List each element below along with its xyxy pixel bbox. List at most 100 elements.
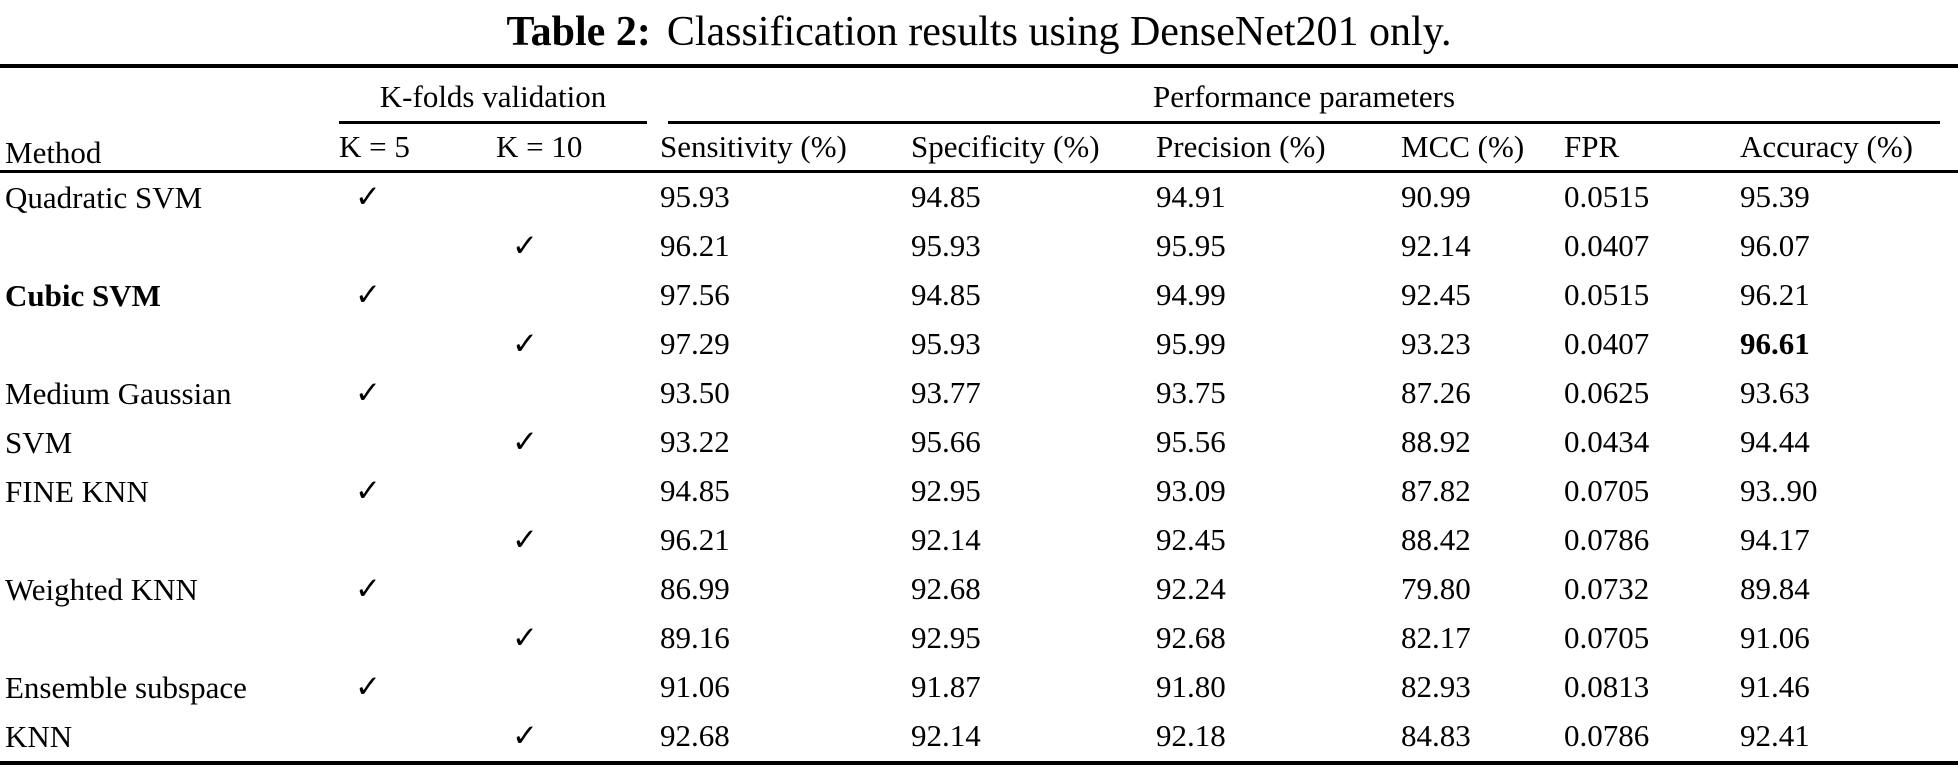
cell-sensitivity: 96.21 xyxy=(660,522,730,558)
table-caption: Table 2: Classification results using De… xyxy=(0,0,1958,64)
k5-checkmark xyxy=(334,320,491,369)
table-row: Medium Gaussian SVM ✓ 93.50 93.77 93.75 … xyxy=(0,369,1958,460)
k10-checkmark xyxy=(491,565,655,614)
cell-sensitivity: 97.56 xyxy=(660,277,730,313)
k5-checkmark xyxy=(334,222,491,271)
k10-checkmark: ✓ xyxy=(512,326,538,362)
method-cell: Cubic SVM xyxy=(5,278,161,313)
k5-checkmark: ✓ xyxy=(355,179,381,215)
accuracy-column-header: Accuracy (%) xyxy=(1735,124,1958,173)
cell-sensitivity: 93.50 xyxy=(660,375,730,411)
cell-sensitivity: 92.68 xyxy=(660,718,730,754)
cell-precision: 91.80 xyxy=(1156,669,1226,705)
cell-specificity: 95.66 xyxy=(911,424,981,460)
cell-fpr: 0.0515 xyxy=(1564,179,1650,215)
performance-group-header: Performance parameters xyxy=(668,79,1940,124)
k10-checkmark: ✓ xyxy=(512,718,538,754)
k5-checkmark: ✓ xyxy=(355,571,381,607)
cell-specificity: 91.87 xyxy=(911,669,981,705)
method-column-header: Method xyxy=(0,66,334,173)
cell-fpr: 0.0407 xyxy=(1564,228,1650,264)
k5-checkmark xyxy=(334,516,491,565)
table-row: ✓ 93.22 95.66 95.56 88.92 0.0434 94.44 xyxy=(0,418,1958,467)
sensitivity-column-header: Sensitivity (%) xyxy=(655,124,906,173)
k10-checkmark xyxy=(491,369,655,418)
cell-mcc: 87.82 xyxy=(1401,473,1471,509)
cell-specificity: 95.93 xyxy=(911,228,981,264)
cell-precision: 93.75 xyxy=(1156,375,1226,411)
table-row: Quadratic SVM ✓ 95.93 94.85 94.91 90.99 … xyxy=(0,172,1958,223)
cell-precision: 95.95 xyxy=(1156,228,1226,264)
cell-precision: 94.99 xyxy=(1156,277,1226,313)
k10-column-header: K = 10 xyxy=(491,124,655,173)
cell-mcc: 92.14 xyxy=(1401,228,1471,264)
cell-accuracy: 94.17 xyxy=(1740,522,1810,558)
k10-checkmark: ✓ xyxy=(512,424,538,460)
specificity-column-header: Specificity (%) xyxy=(906,124,1151,173)
header-sub-row: K = 5 K = 10 Sensitivity (%) Specificity… xyxy=(0,124,1958,173)
cell-precision: 93.09 xyxy=(1156,473,1226,509)
cell-sensitivity: 86.99 xyxy=(660,571,730,607)
cell-mcc: 88.42 xyxy=(1401,522,1471,558)
k5-checkmark xyxy=(334,712,491,763)
method-cell: Medium Gaussian SVM xyxy=(5,376,232,460)
cell-fpr: 0.0407 xyxy=(1564,326,1650,362)
cell-mcc: 88.92 xyxy=(1401,424,1471,460)
cell-fpr: 0.0705 xyxy=(1564,473,1650,509)
cell-specificity: 92.68 xyxy=(911,571,981,607)
cell-accuracy: 91.46 xyxy=(1740,669,1810,705)
cell-specificity: 92.95 xyxy=(911,620,981,656)
table-row: ✓ 92.68 92.14 92.18 84.83 0.0786 92.41 xyxy=(0,712,1958,763)
cell-accuracy: 92.41 xyxy=(1740,718,1810,754)
cell-accuracy: 93.63 xyxy=(1740,375,1810,411)
k5-checkmark: ✓ xyxy=(355,473,381,509)
cell-sensitivity: 96.21 xyxy=(660,228,730,264)
cell-specificity: 93.77 xyxy=(911,375,981,411)
cell-accuracy: 96.61 xyxy=(1740,326,1810,362)
cell-accuracy: 89.84 xyxy=(1740,571,1810,607)
precision-column-header: Precision (%) xyxy=(1151,124,1396,173)
cell-mcc: 90.99 xyxy=(1401,179,1471,215)
cell-sensitivity: 89.16 xyxy=(660,620,730,656)
k5-checkmark: ✓ xyxy=(355,277,381,313)
k10-checkmark xyxy=(491,172,655,223)
kfolds-group-header-cell: K-folds validation xyxy=(334,66,655,124)
k5-checkmark xyxy=(334,614,491,663)
cell-precision: 95.99 xyxy=(1156,326,1226,362)
performance-group-header-cell: Performance parameters xyxy=(655,66,1958,124)
cell-specificity: 92.95 xyxy=(911,473,981,509)
k5-column-header: K = 5 xyxy=(334,124,491,173)
cell-mcc: 82.17 xyxy=(1401,620,1471,656)
cell-specificity: 92.14 xyxy=(911,718,981,754)
cell-fpr: 0.0786 xyxy=(1564,522,1650,558)
cell-accuracy: 93..90 xyxy=(1740,473,1818,509)
cell-specificity: 92.14 xyxy=(911,522,981,558)
cell-precision: 92.18 xyxy=(1156,718,1226,754)
k5-checkmark xyxy=(334,418,491,467)
k10-checkmark xyxy=(491,271,655,320)
cell-specificity: 95.93 xyxy=(911,326,981,362)
k10-checkmark: ✓ xyxy=(512,228,538,264)
cell-sensitivity: 94.85 xyxy=(660,473,730,509)
table-row: FINE KNN ✓ 94.85 92.95 93.09 87.82 0.070… xyxy=(0,467,1958,516)
cell-accuracy: 94.44 xyxy=(1740,424,1810,460)
cell-accuracy: 95.39 xyxy=(1740,179,1810,215)
cell-fpr: 0.0515 xyxy=(1564,277,1650,313)
cell-fpr: 0.0732 xyxy=(1564,571,1650,607)
table-row: ✓ 96.21 95.93 95.95 92.14 0.0407 96.07 xyxy=(0,222,1958,271)
cell-mcc: 93.23 xyxy=(1401,326,1471,362)
cell-precision: 92.24 xyxy=(1156,571,1226,607)
method-cell: Quadratic SVM xyxy=(5,180,203,215)
cell-sensitivity: 91.06 xyxy=(660,669,730,705)
cell-sensitivity: 93.22 xyxy=(660,424,730,460)
table-row: ✓ 89.16 92.95 92.68 82.17 0.0705 91.06 xyxy=(0,614,1958,663)
cell-mcc: 92.45 xyxy=(1401,277,1471,313)
k10-checkmark xyxy=(491,467,655,516)
k10-checkmark xyxy=(491,663,655,712)
method-cell: FINE KNN xyxy=(5,474,149,509)
table-row: Cubic SVM ✓ 97.56 94.85 94.99 92.45 0.05… xyxy=(0,271,1958,320)
cell-sensitivity: 97.29 xyxy=(660,326,730,362)
cell-accuracy: 91.06 xyxy=(1740,620,1810,656)
cell-precision: 92.68 xyxy=(1156,620,1226,656)
